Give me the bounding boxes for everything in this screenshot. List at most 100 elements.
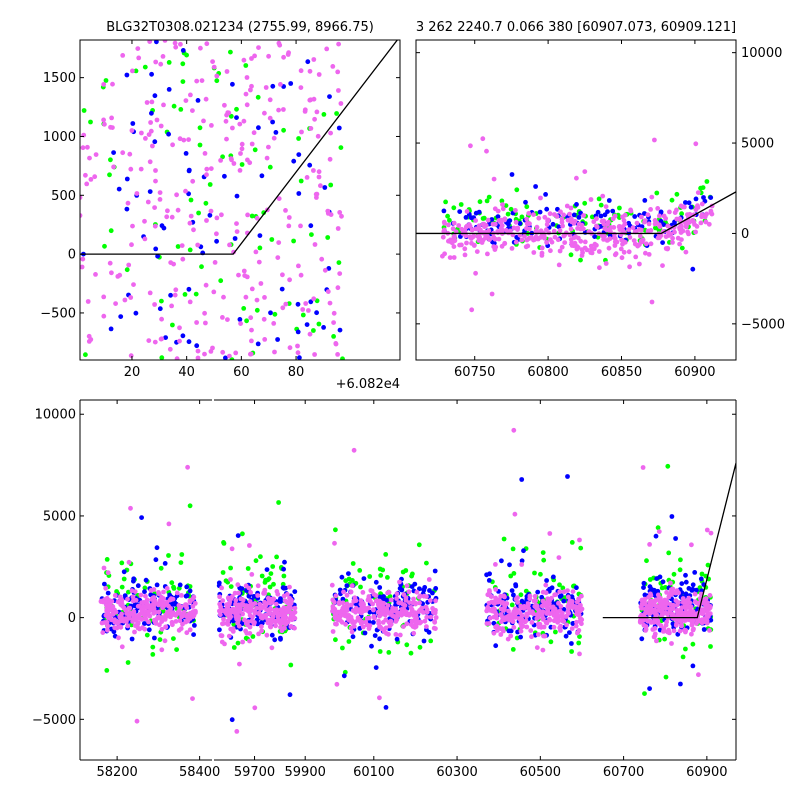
full-point-b (142, 589, 147, 595)
season-point-m (594, 223, 599, 229)
season-point-m (579, 253, 585, 258)
season-point-b (543, 192, 548, 197)
full-point-b (287, 692, 293, 698)
full-point-g (424, 560, 429, 566)
full-point-m (329, 582, 335, 588)
zoom-point-m (280, 272, 285, 278)
full-point-g (262, 580, 268, 585)
zoom-point-m (153, 168, 158, 173)
season-point-m (694, 224, 700, 229)
full-xtick-label: 58400 (179, 765, 220, 780)
full-point-g (509, 602, 515, 608)
full-point-m (357, 607, 363, 612)
zoom-point-b (180, 333, 186, 339)
full-point-m (287, 584, 292, 590)
season-point-m (636, 242, 642, 248)
zoom-point-m (84, 181, 90, 187)
full-point-m (674, 588, 680, 593)
full-point-g (271, 581, 276, 587)
season-point-m (578, 226, 584, 232)
season-point-b (556, 224, 562, 230)
zoom-point-m (159, 316, 165, 322)
season-panel: 3 262 2240.7 0.066 380 [60907.073, 60909… (415, 20, 785, 380)
zoom-point-m (219, 212, 224, 218)
full-point-m (518, 628, 524, 634)
full-point-m (491, 630, 497, 636)
zoom-point-m (164, 214, 170, 220)
zoom-point-b (308, 223, 314, 229)
zoom-point-m (194, 320, 200, 325)
full-point-g (404, 642, 410, 648)
full-point-m (424, 614, 430, 620)
season-point-m (544, 227, 549, 233)
zoom-point-m (177, 325, 182, 331)
season-point-m (476, 238, 482, 243)
zoom-point-m (135, 46, 141, 51)
zoom-point-m (208, 166, 214, 172)
full-point-m (244, 621, 249, 626)
season-ytick-label: 0 (741, 227, 749, 242)
full-point-g (666, 550, 672, 556)
full-point-m (371, 614, 377, 619)
season-point-m (683, 249, 689, 255)
zoom-point-m (181, 137, 187, 143)
full-point-m (348, 614, 354, 620)
season-point-m (499, 243, 505, 249)
zoom-point-m (298, 272, 304, 278)
season-point-m (631, 238, 637, 244)
zoom-point-g (338, 145, 344, 151)
zoom-point-m (214, 73, 220, 79)
zoom-point-b (230, 81, 235, 87)
zoom-point-m (241, 118, 247, 124)
full-point-g (510, 546, 516, 552)
season-point-g (578, 257, 583, 263)
full-point-m (561, 589, 567, 595)
full-point-m (221, 621, 227, 626)
full-point-m (156, 602, 161, 608)
season-point-m (606, 227, 612, 232)
full-point-m (220, 608, 226, 614)
zoom-point-m (296, 263, 301, 269)
full-point-m (168, 614, 173, 620)
full-point-b (653, 533, 659, 539)
full-point-b (513, 582, 518, 587)
season-point-m (492, 221, 498, 227)
full-point-b (569, 641, 574, 646)
zoom-point-m (203, 96, 209, 102)
full-point-m (677, 628, 683, 634)
season-xtick-label: 60750 (454, 365, 495, 380)
full-point-m (422, 618, 428, 624)
full-point-b (278, 636, 283, 642)
zoom-point-g (228, 113, 234, 119)
full-point-m (290, 612, 296, 618)
zoom-point-m (300, 307, 306, 312)
season-point-m (592, 241, 598, 247)
full-point-m (184, 630, 190, 636)
full-point-m (259, 624, 264, 629)
zoom-point-m (316, 174, 322, 180)
full-point-m (652, 626, 658, 631)
full-point-m (185, 612, 191, 618)
zoom-point-b (166, 131, 172, 137)
season-point-m (569, 243, 575, 248)
full-point-g (378, 573, 384, 578)
full-point-m (694, 621, 699, 626)
full-point-m (341, 589, 346, 595)
zoom-point-m (266, 53, 271, 59)
zoom-point-g (182, 292, 188, 297)
full-point-m (228, 597, 233, 602)
season-point-m (678, 203, 684, 209)
zoom-point-m (93, 152, 99, 158)
zoom-point-m (127, 151, 133, 157)
full-point-m (498, 619, 504, 625)
season-point-m (513, 239, 519, 245)
full-point-m (493, 562, 498, 567)
zoom-point-m (325, 289, 331, 294)
season-point-m (630, 225, 636, 231)
full-point-m (651, 634, 657, 640)
zoom-point-m (129, 128, 135, 133)
full-point-g (158, 565, 164, 571)
full-point-m (272, 619, 278, 624)
season-point-m (513, 219, 519, 225)
full-xtick-label: 59900 (285, 765, 326, 780)
